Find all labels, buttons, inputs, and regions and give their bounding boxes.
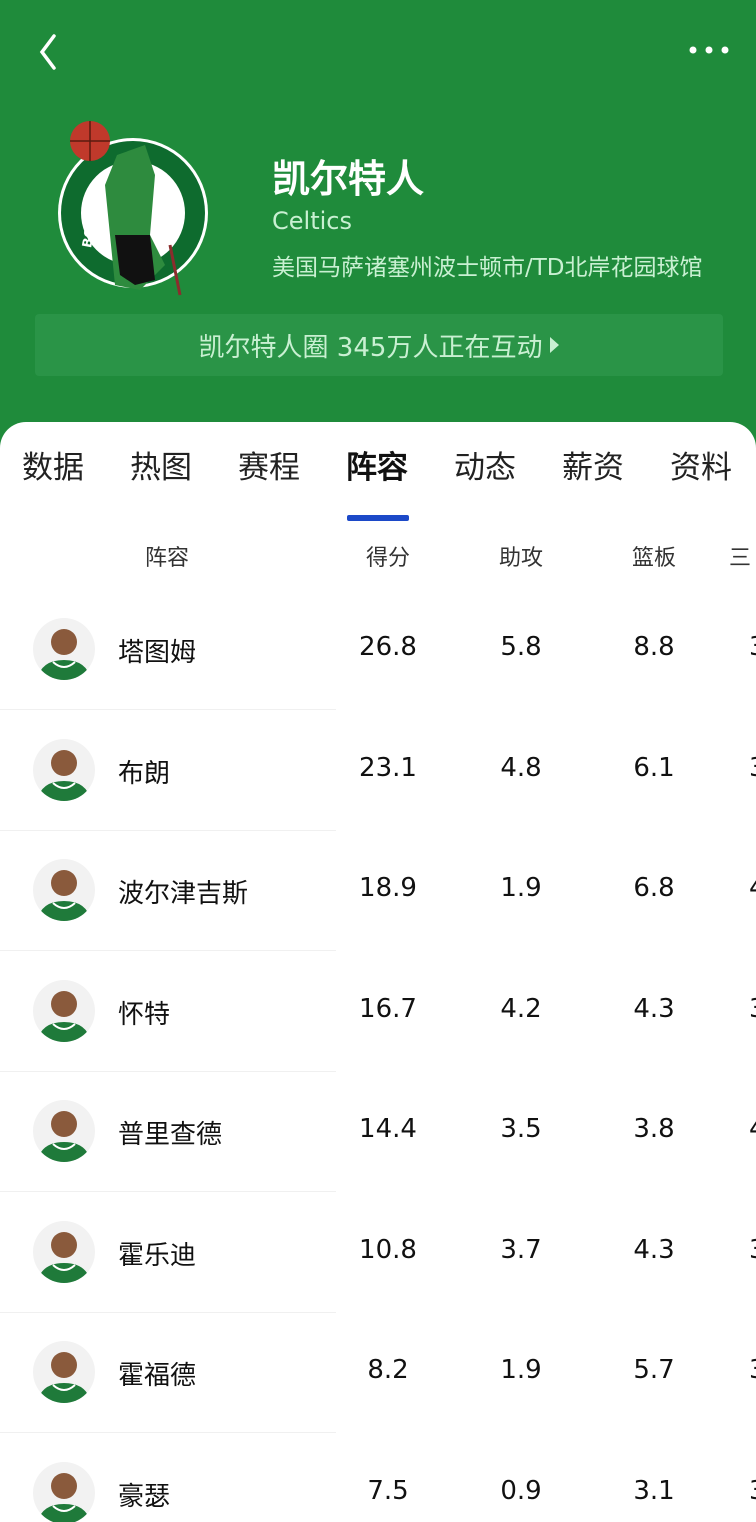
player-assists: 3.7 (500, 1235, 541, 1265)
player-avatar (33, 859, 95, 921)
table-row[interactable]: 普里查德 14.4 3.5 3.8 4 (0, 1072, 756, 1192)
player-points: 10.8 (359, 1235, 417, 1265)
player-rebounds: 4.3 (633, 994, 674, 1024)
player-rebounds: 3.8 (633, 1114, 674, 1144)
arrow-right-icon (550, 337, 559, 353)
player-name: 波尔津吉斯 (118, 873, 248, 910)
col-header-roster: 阵容 (145, 540, 189, 572)
player-name: 怀特 (118, 994, 170, 1031)
tab-roster[interactable]: 阵容 (346, 442, 408, 487)
table-row[interactable]: 波尔津吉斯 18.9 1.9 6.8 4 (0, 831, 756, 951)
table-row[interactable]: 怀特 16.7 4.2 4.3 3 (0, 952, 756, 1072)
player-assists: 5.8 (500, 632, 541, 662)
community-label: 凯尔特人圈 345万人正在互动 (199, 327, 543, 364)
col-header-assists[interactable]: 助攻 (499, 540, 543, 572)
player-avatar (33, 1100, 95, 1162)
player-avatar (33, 1341, 95, 1403)
team-location: 美国马萨诸塞州波士顿市/TD北岸花园球馆 (272, 248, 703, 282)
table-row[interactable]: 塔图姆 26.8 5.8 8.8 3 (0, 590, 756, 710)
player-assists: 1.9 (500, 873, 541, 903)
player-avatar (33, 1221, 95, 1283)
tab-schedule[interactable]: 赛程 (238, 442, 300, 487)
player-threes: 3 (749, 1476, 756, 1506)
player-threes: 3 (749, 753, 756, 783)
player-name: 霍福德 (118, 1355, 196, 1392)
team-name: 凯尔特人 (272, 148, 424, 203)
tab-salary[interactable]: 薪资 (562, 442, 624, 487)
community-button[interactable]: 凯尔特人圈 345万人正在互动 (35, 314, 723, 376)
table-row[interactable]: 霍福德 8.2 1.9 5.7 3 (0, 1313, 756, 1433)
player-points: 7.5 (367, 1476, 408, 1506)
table-row[interactable]: 霍乐迪 10.8 3.7 4.3 3 (0, 1193, 756, 1313)
player-points: 14.4 (359, 1114, 417, 1144)
player-assists: 4.2 (500, 994, 541, 1024)
player-threes: 4 (749, 1114, 756, 1144)
player-assists: 4.8 (500, 753, 541, 783)
table-row[interactable]: 豪瑟 7.5 0.9 3.1 3 (0, 1434, 756, 1522)
player-name: 布朗 (118, 753, 170, 790)
player-rebounds: 3.1 (633, 1476, 674, 1506)
tab-news[interactable]: 动态 (454, 442, 516, 487)
player-points: 18.9 (359, 873, 417, 903)
player-threes: 3 (749, 1355, 756, 1385)
active-tab-indicator (347, 515, 409, 521)
player-threes: 4 (749, 873, 756, 903)
team-english-name: Celtics (272, 207, 352, 235)
player-rebounds: 6.1 (633, 753, 674, 783)
content-panel: 数据 热图 赛程 阵容 动态 薪资 资料 阵容 得分 助攻 篮板 三 塔图姆 2… (0, 422, 756, 1522)
tab-bar: 数据 热图 赛程 阵容 动态 薪资 资料 (0, 442, 756, 502)
player-points: 23.1 (359, 753, 417, 783)
more-icon[interactable] (688, 40, 730, 60)
tab-heatmap[interactable]: 热图 (130, 442, 192, 487)
tab-data[interactable]: 数据 (22, 442, 84, 487)
player-name: 普里查德 (118, 1114, 222, 1151)
player-points: 26.8 (359, 632, 417, 662)
player-assists: 1.9 (500, 1355, 541, 1385)
player-points: 16.7 (359, 994, 417, 1024)
table-row[interactable]: 布朗 23.1 4.8 6.1 3 (0, 711, 756, 831)
player-threes: 3 (749, 994, 756, 1024)
player-assists: 3.5 (500, 1114, 541, 1144)
player-name: 豪瑟 (118, 1476, 170, 1513)
team-header: BOSTON 凯尔特人 Celtics 美国马萨诸塞州波士顿市/TD北岸花园球馆… (0, 0, 756, 440)
back-icon[interactable] (34, 30, 64, 74)
col-header-points[interactable]: 得分 (366, 540, 410, 572)
col-header-threes[interactable]: 三 (729, 540, 751, 572)
player-threes: 3 (749, 1235, 756, 1265)
player-rebounds: 5.7 (633, 1355, 674, 1385)
player-rebounds: 4.3 (633, 1235, 674, 1265)
player-name: 塔图姆 (118, 632, 196, 669)
player-rebounds: 6.8 (633, 873, 674, 903)
player-avatar (33, 1462, 95, 1522)
player-avatar (33, 739, 95, 801)
player-points: 8.2 (367, 1355, 408, 1385)
player-assists: 0.9 (500, 1476, 541, 1506)
player-threes: 3 (749, 632, 756, 662)
player-avatar (33, 618, 95, 680)
col-header-rebounds[interactable]: 篮板 (632, 540, 676, 572)
player-name: 霍乐迪 (118, 1235, 196, 1272)
player-avatar (33, 980, 95, 1042)
team-logo: BOSTON (55, 115, 215, 300)
tab-info[interactable]: 资料 (670, 442, 732, 487)
player-rebounds: 8.8 (633, 632, 674, 662)
